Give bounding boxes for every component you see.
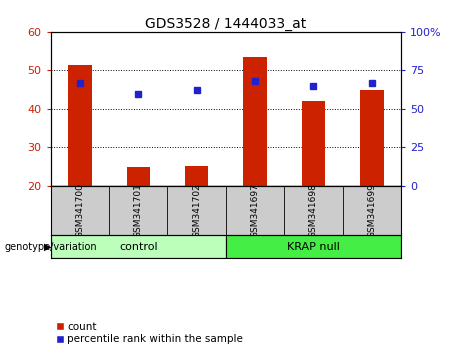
Text: ▶: ▶ (44, 242, 51, 252)
Bar (243, 57, 267, 186)
Bar (302, 101, 325, 186)
Text: GSM341699: GSM341699 (367, 183, 376, 238)
Text: GSM341700: GSM341700 (76, 183, 84, 238)
Text: GSM341697: GSM341697 (251, 183, 260, 238)
Text: genotype/variation: genotype/variation (5, 242, 97, 252)
Bar (51, 235, 226, 258)
Bar (360, 90, 384, 186)
Text: GSM341698: GSM341698 (309, 183, 318, 238)
Legend: count, percentile rank within the sample: count, percentile rank within the sample (56, 321, 244, 345)
Bar (185, 166, 208, 186)
Bar (68, 65, 92, 186)
Title: GDS3528 / 1444033_at: GDS3528 / 1444033_at (145, 17, 307, 31)
Bar (127, 167, 150, 186)
Text: GSM341701: GSM341701 (134, 183, 143, 238)
Bar (226, 235, 401, 258)
Text: GSM341702: GSM341702 (192, 183, 201, 238)
Text: control: control (119, 242, 158, 252)
Text: KRAP null: KRAP null (287, 242, 340, 252)
